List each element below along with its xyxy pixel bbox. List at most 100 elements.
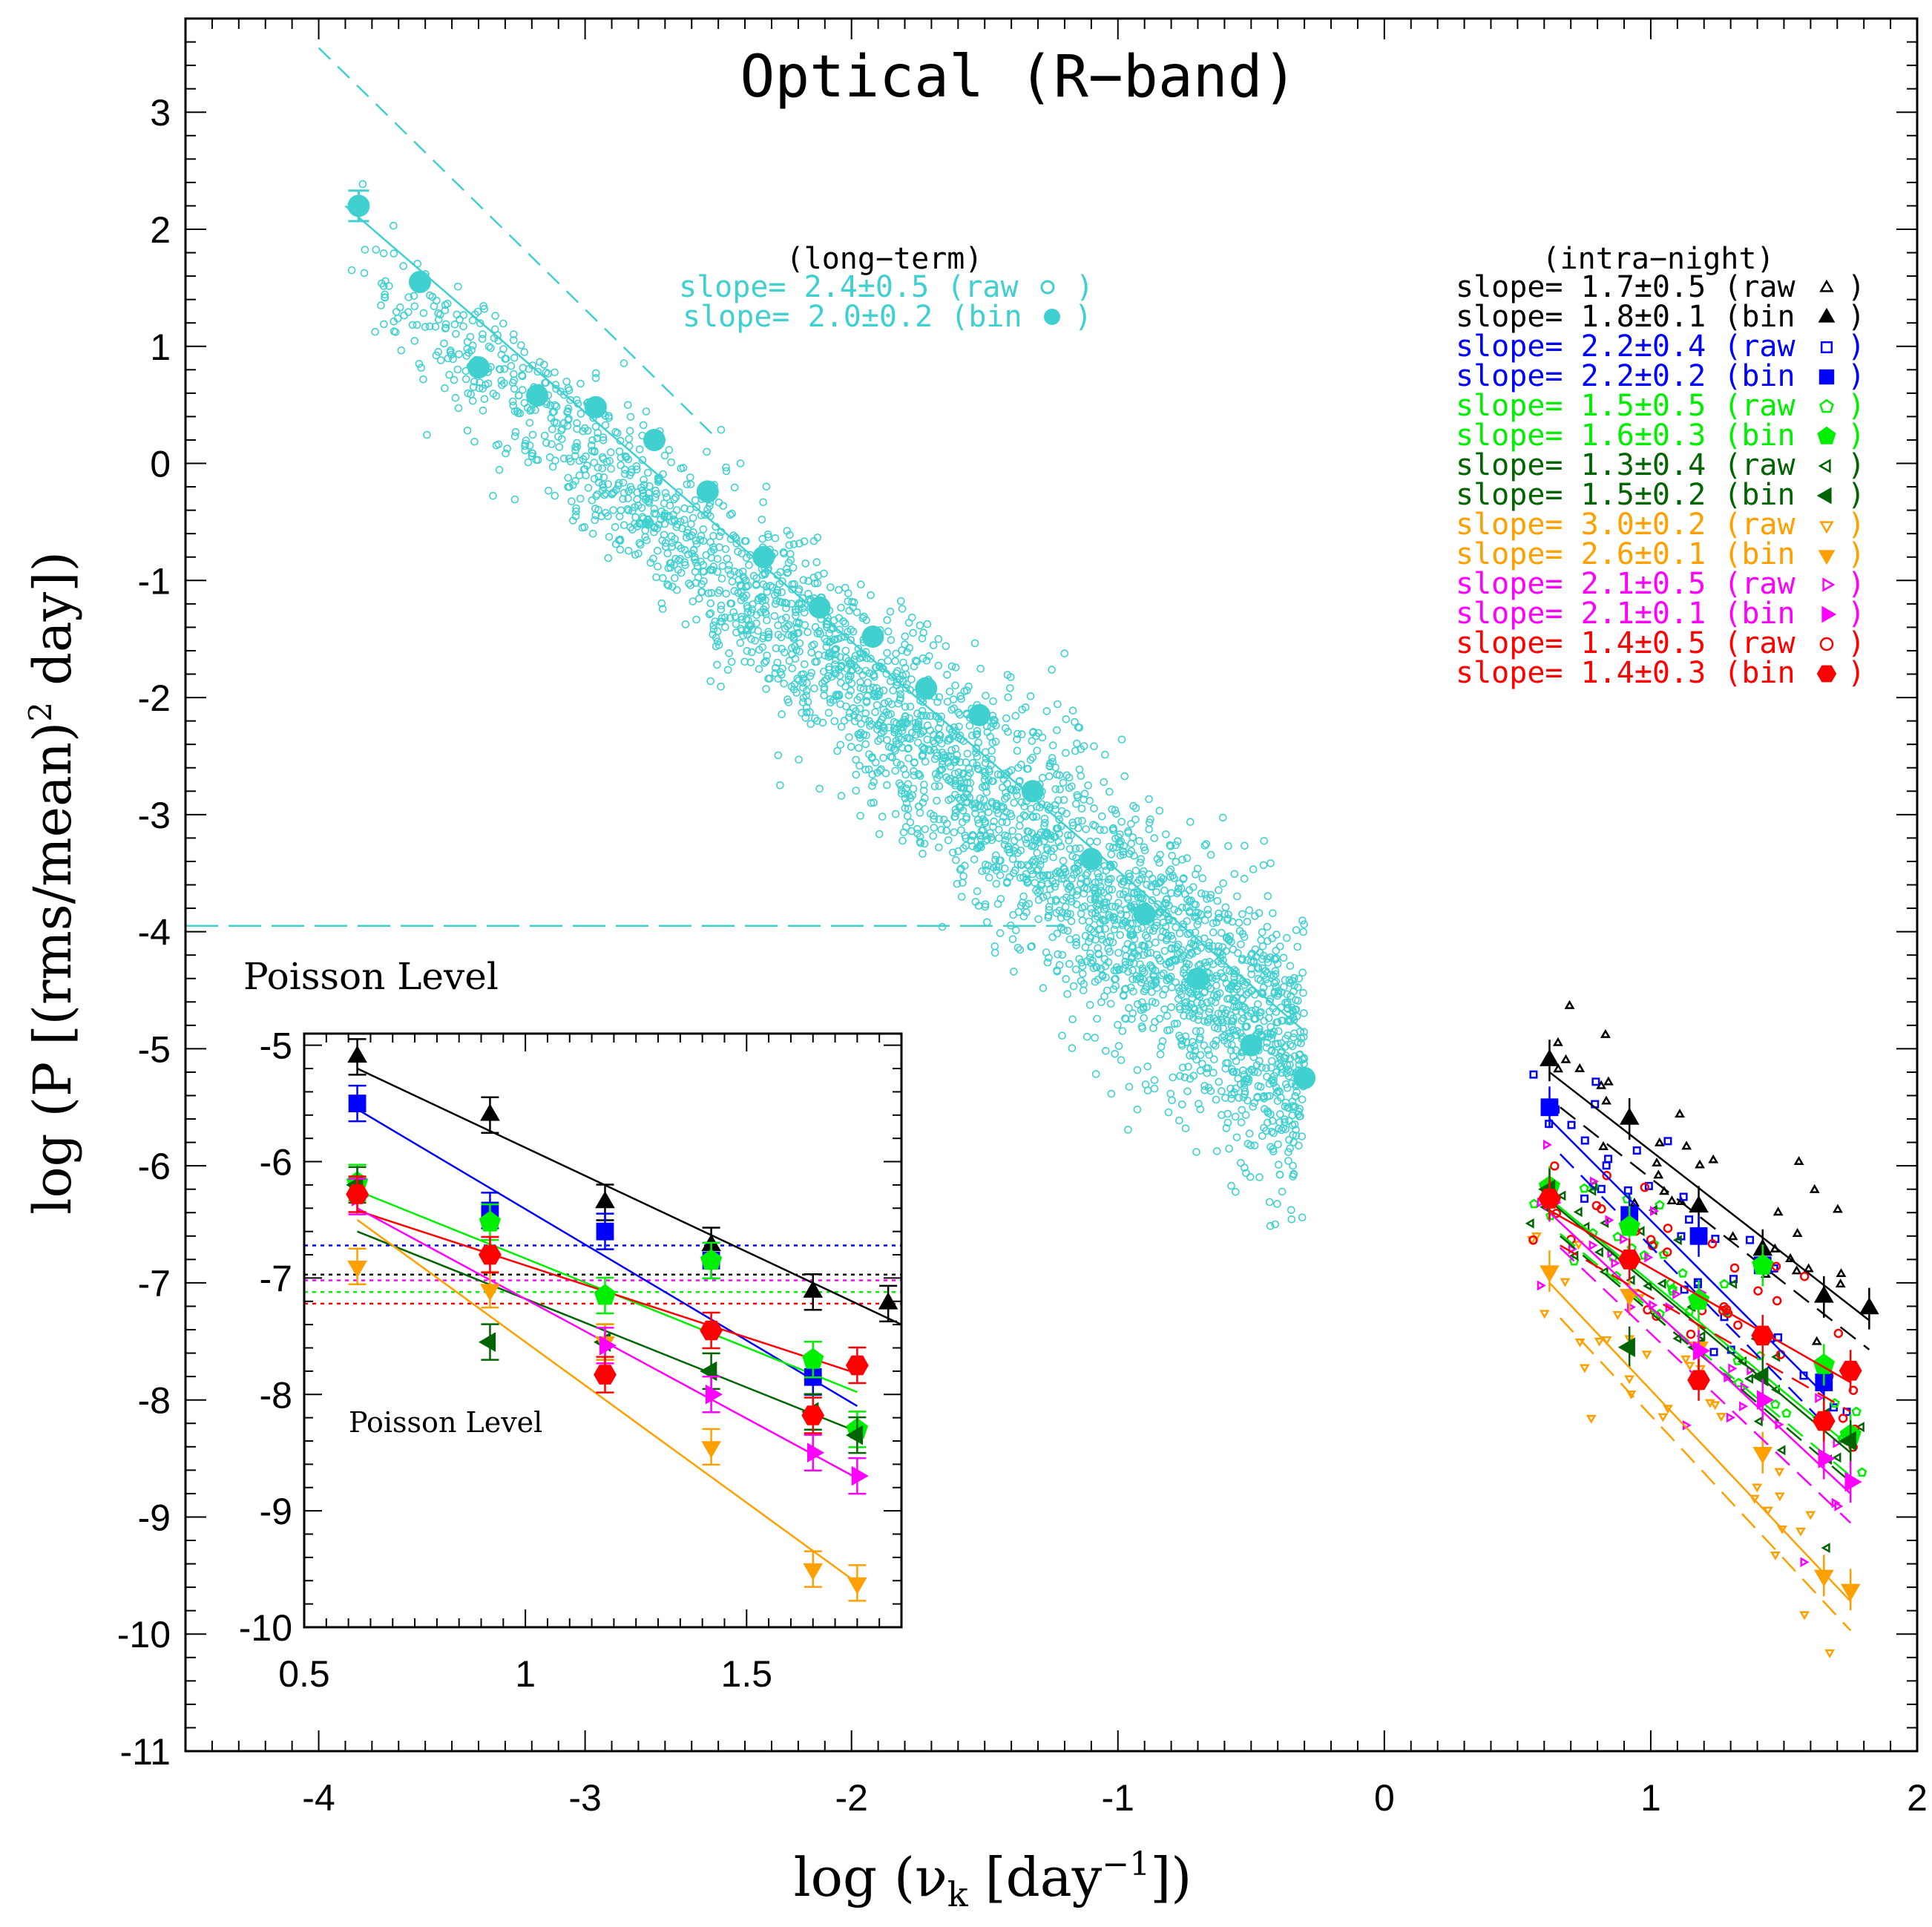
raw-point	[1855, 1422, 1864, 1433]
raw-point	[1836, 1268, 1847, 1278]
raw-point	[1271, 1220, 1279, 1229]
raw-point	[1137, 855, 1146, 864]
raw-point	[901, 663, 910, 672]
raw-point	[1132, 975, 1141, 984]
raw-point	[887, 709, 895, 718]
raw-point	[1220, 974, 1229, 982]
raw-point	[1093, 838, 1101, 846]
raw-point	[521, 439, 530, 448]
raw-point	[1153, 984, 1161, 992]
raw-point	[1740, 1382, 1749, 1393]
raw-point	[1247, 987, 1256, 995]
binned-point	[1751, 1325, 1775, 1346]
raw-point	[1168, 983, 1176, 991]
raw-point	[1189, 1004, 1197, 1012]
raw-point	[1529, 1070, 1538, 1079]
raw-point	[1178, 1063, 1187, 1072]
raw-point	[1214, 1025, 1222, 1033]
raw-point	[1283, 990, 1291, 999]
raw-point	[413, 321, 421, 329]
raw-point	[1744, 1373, 1754, 1384]
raw-point	[1146, 926, 1154, 934]
raw-point	[1153, 855, 1162, 863]
raw-point	[1209, 928, 1218, 936]
raw-point	[550, 418, 559, 427]
raw-point	[1266, 971, 1275, 979]
raw-point	[1247, 951, 1255, 959]
raw-point	[1663, 1224, 1673, 1233]
raw-point	[1180, 969, 1188, 977]
raw-point	[936, 718, 944, 727]
raw-point	[1657, 1278, 1666, 1289]
inset-poisson-levels	[304, 1244, 901, 1305]
raw-point	[1560, 1054, 1571, 1063]
raw-point	[594, 463, 602, 472]
raw-point	[1148, 896, 1157, 905]
raw-point	[1082, 884, 1091, 893]
raw-point	[1081, 943, 1090, 951]
raw-point	[594, 473, 603, 481]
raw-point	[858, 614, 867, 623]
raw-point	[968, 731, 976, 740]
raw-point	[837, 792, 846, 800]
raw-point	[1107, 1089, 1116, 1098]
binned-point	[1617, 1337, 1635, 1357]
raw-point	[1180, 1005, 1189, 1013]
raw-point	[978, 867, 986, 876]
binned-point	[1844, 1471, 1862, 1492]
raw-point	[1242, 1169, 1250, 1178]
raw-point	[1212, 1147, 1221, 1155]
raw-point	[1603, 1076, 1614, 1086]
raw-point	[1073, 739, 1081, 748]
raw-point	[740, 657, 749, 666]
raw-point	[1264, 1109, 1272, 1117]
raw-point	[920, 839, 929, 848]
raw-point	[1202, 840, 1211, 848]
raw-point	[1048, 754, 1057, 762]
raw-point	[1054, 700, 1062, 709]
raw-point	[1073, 791, 1082, 799]
raw-point	[901, 794, 910, 803]
raw-point	[856, 812, 864, 820]
raw-point	[1172, 858, 1180, 866]
y-tick-label: -11	[119, 1731, 171, 1773]
raw-point	[1157, 1043, 1166, 1051]
raw-point	[1772, 1207, 1784, 1216]
raw-point	[890, 744, 898, 753]
raw-point	[624, 494, 632, 503]
raw-point	[1560, 1278, 1571, 1287]
raw-point	[1121, 1014, 1129, 1022]
raw-point	[1066, 894, 1075, 903]
raw-point	[1042, 844, 1051, 853]
raw-point	[573, 439, 581, 447]
raw-point	[689, 597, 697, 605]
raw-point	[651, 522, 660, 531]
raw-point	[979, 767, 988, 775]
raw-point	[1241, 1163, 1249, 1172]
raw-point	[1269, 1076, 1278, 1084]
raw-point	[1051, 879, 1060, 887]
raw-point	[737, 612, 746, 621]
raw-point	[713, 568, 722, 577]
raw-point	[1781, 1408, 1792, 1418]
raw-point	[824, 709, 833, 717]
raw-point	[1051, 785, 1059, 793]
raw-point	[653, 546, 662, 555]
raw-point	[1589, 1176, 1600, 1187]
raw-point	[829, 696, 838, 705]
raw-point	[917, 711, 926, 720]
raw-point	[1299, 928, 1307, 936]
raw-point	[1033, 849, 1042, 857]
inset-point	[700, 1320, 723, 1341]
raw-point	[888, 672, 897, 681]
binned-point	[1751, 1366, 1769, 1387]
raw-point	[963, 790, 972, 798]
raw-point	[954, 768, 963, 777]
raw-point	[935, 782, 944, 790]
raw-point	[1104, 958, 1113, 967]
raw-point	[1770, 1399, 1781, 1409]
raw-point	[565, 386, 574, 395]
binned-point	[1133, 902, 1156, 925]
raw-point	[721, 623, 729, 631]
raw-point	[870, 798, 878, 807]
